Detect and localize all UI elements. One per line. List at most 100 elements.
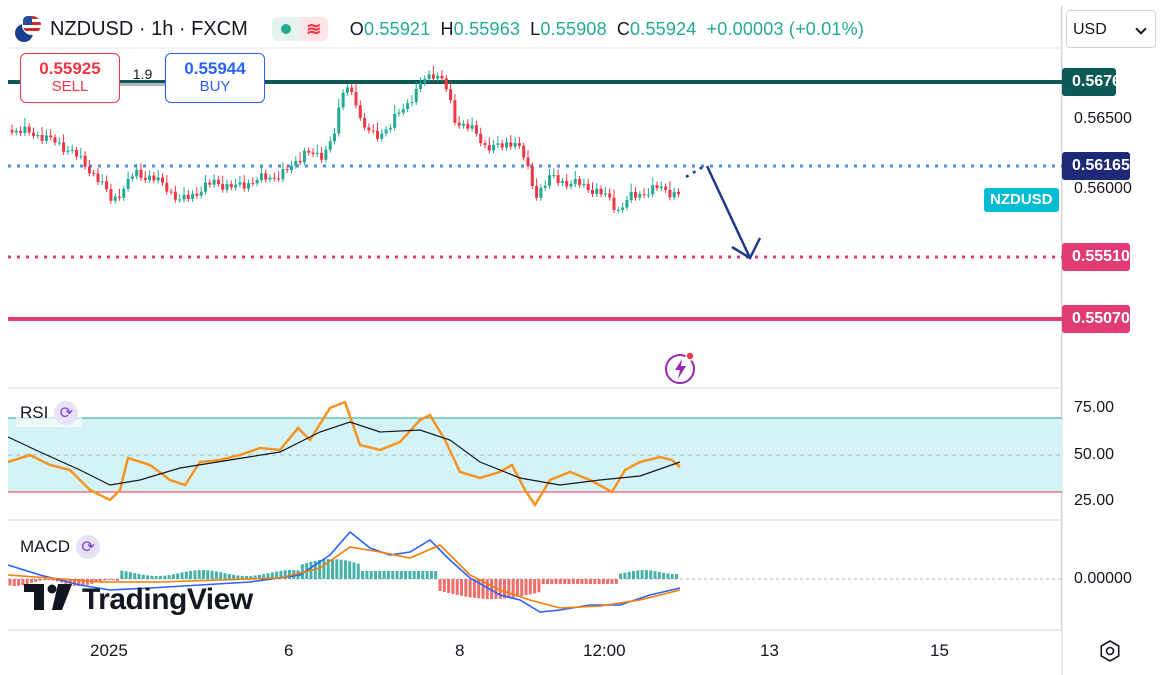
macd-histogram-bar bbox=[528, 579, 532, 595]
macd-histogram-bar bbox=[481, 579, 485, 599]
symbol-title[interactable]: NZDUSD · 1h · FXCM bbox=[50, 17, 248, 40]
macd-histogram-bar bbox=[266, 573, 270, 579]
macd-histogram-bar bbox=[279, 570, 283, 579]
candle-body bbox=[440, 75, 444, 79]
macd-histogram-bar bbox=[356, 563, 360, 579]
macd-histogram-bar bbox=[343, 560, 347, 579]
flash-icon[interactable] bbox=[664, 351, 698, 385]
macd-histogram-bar bbox=[322, 559, 326, 579]
candle-body bbox=[449, 89, 453, 101]
macd-histogram-bar bbox=[619, 573, 623, 579]
candle-body bbox=[315, 152, 319, 155]
market-status-pill[interactable]: ≋ bbox=[271, 17, 328, 41]
candle-body bbox=[341, 92, 345, 108]
macd-histogram-bar bbox=[326, 559, 330, 579]
candle-body bbox=[466, 123, 470, 129]
macd-histogram-bar bbox=[206, 570, 210, 579]
macd-histogram-bar bbox=[369, 571, 373, 579]
target-price-label: 0.55510 bbox=[1062, 243, 1130, 271]
price-tick: 0.56000 bbox=[1074, 180, 1132, 197]
macd-histogram-bar bbox=[571, 579, 575, 584]
macd-histogram-bar bbox=[429, 571, 433, 579]
candle-body bbox=[186, 194, 190, 199]
macd-histogram-bar bbox=[563, 579, 567, 584]
candle-body bbox=[264, 173, 268, 180]
change-value: +0.00003 (+0.01%) bbox=[706, 18, 865, 39]
candle-body bbox=[487, 145, 491, 151]
rsi-line bbox=[7, 400, 681, 508]
candle-body bbox=[169, 191, 173, 193]
macd-histogram-bar bbox=[21, 579, 25, 586]
candle-body bbox=[307, 150, 311, 153]
candle-body bbox=[634, 192, 637, 198]
candle-body bbox=[83, 155, 87, 167]
candle-body bbox=[363, 117, 367, 128]
macd-histogram-bar bbox=[524, 579, 528, 596]
macd-histogram-bar bbox=[275, 571, 279, 579]
macd-histogram-bar bbox=[150, 575, 154, 579]
tradingview-logo[interactable]: TradingView bbox=[24, 580, 253, 619]
candle-body bbox=[191, 193, 195, 199]
macd-histogram-bar bbox=[675, 573, 678, 579]
candle-body bbox=[388, 127, 392, 130]
candle-body bbox=[173, 191, 177, 200]
candle-body bbox=[204, 182, 207, 192]
candle-body bbox=[23, 126, 27, 134]
macd-histogram-bar bbox=[240, 575, 244, 579]
candle-body bbox=[294, 160, 298, 166]
candle-body bbox=[311, 152, 315, 155]
candle-body bbox=[14, 130, 18, 133]
macd-histogram-bar bbox=[193, 570, 197, 579]
macd-histogram-bar bbox=[576, 579, 580, 584]
candle-body bbox=[591, 190, 594, 195]
macd-histogram-bar bbox=[477, 579, 481, 599]
candle-body bbox=[242, 182, 246, 189]
candle-body bbox=[32, 132, 35, 136]
candle-body bbox=[135, 169, 139, 177]
macd-histogram-bar bbox=[283, 570, 287, 579]
sell-button[interactable]: 0.55925 SELL bbox=[20, 53, 120, 103]
macd-title: MACD bbox=[20, 537, 71, 556]
macd-histogram-bar bbox=[227, 574, 231, 579]
macd-histogram-bar bbox=[94, 579, 98, 583]
sync-icon[interactable]: ⟳ bbox=[54, 401, 79, 425]
macd-histogram-bar bbox=[653, 571, 657, 579]
candle-body bbox=[582, 184, 586, 186]
sync-icon[interactable]: ⟳ bbox=[76, 535, 101, 559]
candle-body bbox=[259, 173, 263, 180]
macd-histogram-bar bbox=[541, 579, 545, 584]
macd-histogram-bar bbox=[365, 571, 369, 579]
candle-body bbox=[122, 188, 126, 198]
macd-histogram-bar bbox=[128, 572, 132, 579]
wave-icon: ≋ bbox=[299, 17, 328, 41]
macd-legend[interactable]: MACD ⟳ bbox=[16, 533, 105, 561]
buy-button[interactable]: 0.55944 BUY bbox=[165, 53, 265, 103]
low-value: L0.55908 bbox=[530, 18, 607, 39]
gear-icon[interactable] bbox=[1099, 640, 1121, 662]
candle-body bbox=[302, 150, 306, 163]
candle-body bbox=[345, 87, 349, 93]
candle-body bbox=[655, 185, 659, 189]
candle-body bbox=[195, 193, 199, 196]
buy-price: 0.55944 bbox=[184, 59, 246, 78]
rsi-legend[interactable]: RSI ⟳ bbox=[16, 399, 83, 427]
candle-body bbox=[358, 105, 362, 118]
currency-select[interactable]: USD bbox=[1066, 10, 1156, 48]
macd-histogram-bar bbox=[520, 579, 524, 597]
candle-body bbox=[277, 178, 281, 180]
macd-histogram-bar bbox=[339, 559, 343, 579]
candle-body bbox=[526, 157, 530, 167]
forecast-arrow-head bbox=[731, 237, 762, 260]
macd-histogram-bar bbox=[417, 571, 420, 579]
candle-body bbox=[40, 134, 44, 141]
candle-body bbox=[376, 130, 379, 139]
candle-body bbox=[92, 173, 96, 175]
macd-histogram-bar bbox=[515, 579, 519, 597]
open-value: O0.55921 bbox=[349, 18, 431, 39]
candle-body bbox=[505, 142, 508, 148]
macd-histogram-bar bbox=[399, 571, 403, 579]
macd-histogram-bar bbox=[447, 579, 451, 594]
macd-histogram-bar bbox=[378, 571, 382, 579]
